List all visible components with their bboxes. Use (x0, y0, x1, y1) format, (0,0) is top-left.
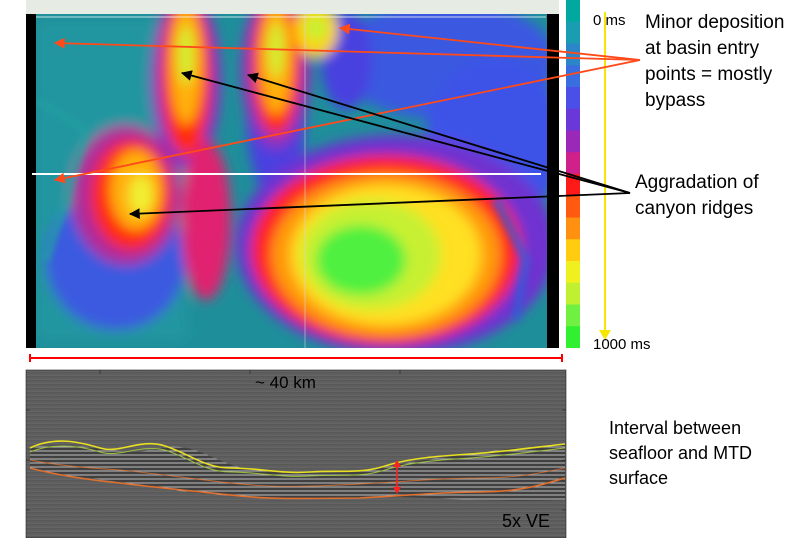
colorbar-swatch (566, 152, 580, 175)
colorbar-swatch (566, 174, 580, 197)
mtd-horizon (29, 467, 566, 500)
colorbar-swatch (566, 87, 580, 110)
seafloor-horizon (29, 440, 566, 474)
time-bottom-label: 1000 ms (593, 336, 651, 353)
annotation-interval: Interval between seafloor and MTD surfac… (609, 418, 753, 488)
annotation-aggradation: Aggradation of canyon ridges (635, 172, 759, 219)
time-axis-line (604, 12, 606, 332)
annotation-minor-deposition: Minor deposition at basin entry points =… (645, 12, 785, 111)
colorbar-swatch (566, 21, 580, 44)
colorbar-swatch (566, 43, 580, 66)
isochron-map-graphic (26, 0, 559, 348)
colorbar-swatch (566, 130, 580, 153)
vertical-exaggeration-label: 5x VE (502, 511, 551, 531)
colorbar-swatch (566, 239, 580, 262)
time-top-label: 0 ms (593, 12, 626, 29)
colorbar-gradient (566, 0, 580, 348)
seismic-section-graphic (0, 350, 600, 538)
isochron-map (26, 0, 559, 348)
colorbar-swatch (566, 326, 580, 348)
colorbar (566, 0, 596, 348)
colorbar-swatch (566, 261, 580, 284)
colorbar-swatch (566, 304, 580, 327)
colorbar-swatch (566, 195, 580, 218)
colorbar-swatch (566, 282, 580, 305)
colorbar-swatch (566, 108, 580, 131)
colorbar-swatch (566, 217, 580, 240)
colorbar-swatch (566, 65, 580, 88)
time-axis-arrowhead (599, 330, 611, 340)
seismic-section (0, 350, 600, 538)
colorbar-swatch (566, 0, 580, 23)
scale-label: ~ 40 km (255, 373, 316, 392)
time-axis-arrow (598, 12, 612, 340)
